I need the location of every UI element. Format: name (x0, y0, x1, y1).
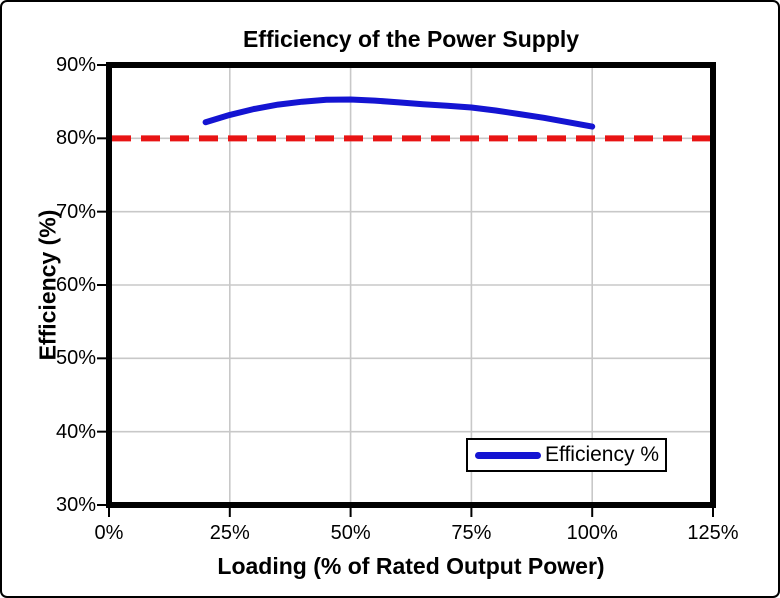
y-tick-label: 70% (55, 200, 96, 223)
x-tick-label: 75% (451, 522, 492, 544)
legend-line-swatch (475, 451, 541, 459)
legend-label: Efficiency % (545, 443, 659, 466)
x-tick-label: 100% (566, 522, 618, 544)
y-tick-label: 50% (55, 347, 96, 370)
y-tick-label: 80% (55, 127, 96, 150)
plot-area-border (106, 62, 716, 508)
x-tick-label: 50% (330, 522, 371, 544)
legend: Efficiency % (466, 438, 667, 472)
y-tick-label: 30% (55, 494, 96, 516)
y-tick-label: 40% (55, 420, 96, 443)
x-tick-label: 125% (687, 522, 739, 544)
x-tick-label: 25% (209, 522, 250, 544)
y-tick-label: 90% (55, 54, 96, 76)
x-axis-title: Loading (% of Rated Output Power) (217, 553, 605, 579)
efficiency-curve (202, 96, 596, 130)
x-tick-label: 0% (94, 522, 124, 544)
y-tick-label: 60% (55, 274, 96, 296)
chart-title: Efficiency of the Power Supply (242, 26, 580, 52)
